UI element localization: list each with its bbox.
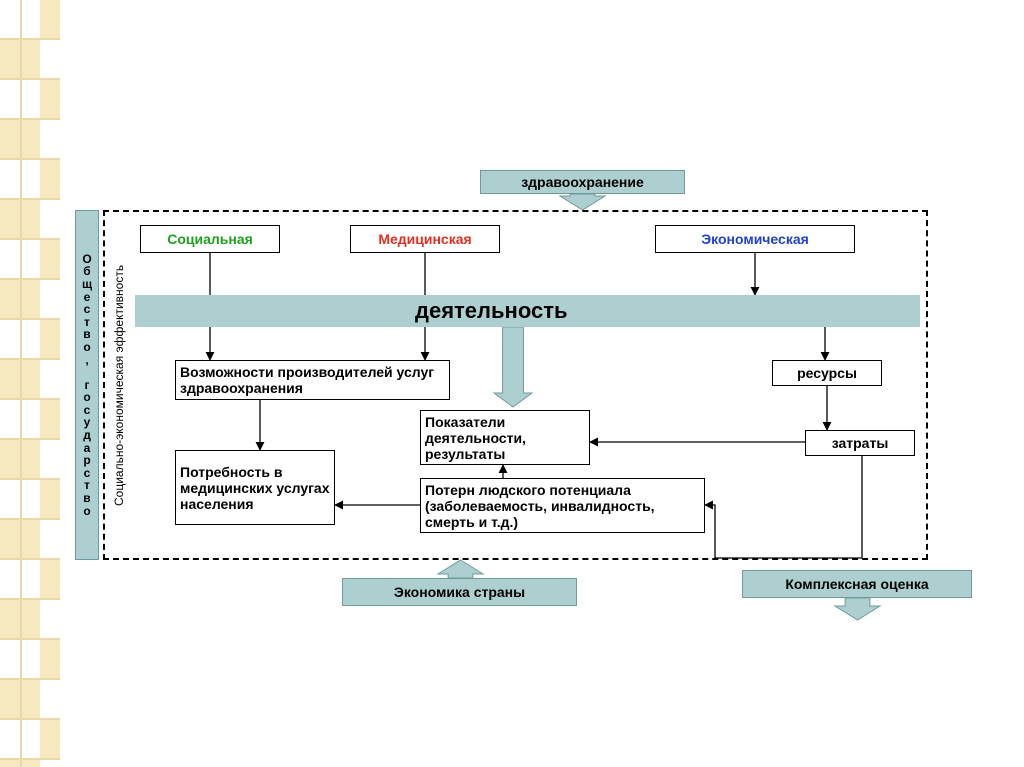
economic-node: Экономическая xyxy=(655,225,855,253)
needs-node: Потребность в медицинских услугах населе… xyxy=(175,450,335,525)
socio-economic-effectiveness-vertical-text: Социально-экономическая эффективность xyxy=(112,220,132,550)
needs-label: Потребность в медицинских услугах населе… xyxy=(180,464,330,512)
losses-label: Потерн людского потенциала (заболеваемос… xyxy=(425,482,700,530)
medical-node: Медицинская xyxy=(350,225,500,253)
costs-node: затраты xyxy=(805,430,915,456)
activity-band-label: деятельность xyxy=(415,298,568,324)
healthcare-node: здравоохранение xyxy=(480,170,685,194)
economy-node: Экономика страны xyxy=(342,578,577,606)
losses-node: Потерн людского потенциала (заболеваемос… xyxy=(420,478,705,533)
producers-node: Возможности производителей услуг здравоо… xyxy=(175,360,450,400)
economic-label: Экономическая xyxy=(701,231,809,247)
diagram-canvas: Общество, государство Социально-экономич… xyxy=(0,0,1024,767)
economy-label: Экономика страны xyxy=(394,584,525,600)
resources-label: ресурсы xyxy=(797,365,857,381)
healthcare-label: здравоохранение xyxy=(521,174,644,190)
assessment-label: Комплексная оценка xyxy=(785,576,928,592)
social-node: Социальная xyxy=(140,225,280,253)
indicators-node: Показатели деятельности, результаты xyxy=(420,410,590,465)
society-state-vertical-label: Общество, государство xyxy=(75,210,99,560)
indicators-label: Показатели деятельности, результаты xyxy=(425,414,585,462)
side-pattern xyxy=(0,0,60,767)
costs-label: затраты xyxy=(832,435,889,451)
resources-node: ресурсы xyxy=(772,360,882,386)
activity-band: деятельность xyxy=(135,295,920,327)
social-label: Социальная xyxy=(167,231,253,247)
medical-label: Медицинская xyxy=(378,231,471,247)
producers-label: Возможности производителей услуг здравоо… xyxy=(180,364,445,396)
assessment-node: Комплексная оценка xyxy=(742,570,972,598)
